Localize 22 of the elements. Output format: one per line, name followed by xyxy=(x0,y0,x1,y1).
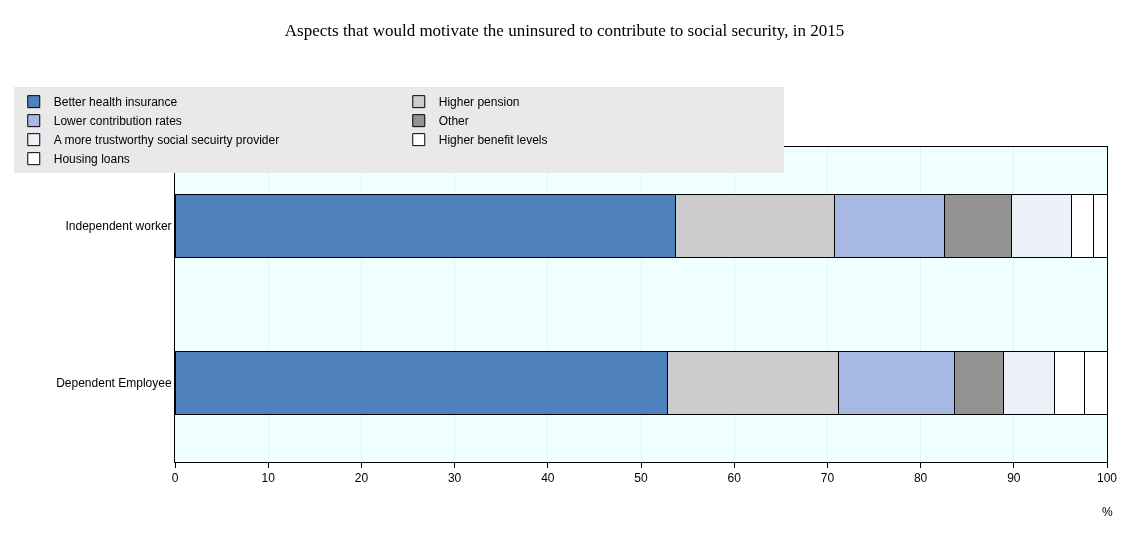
legend-label: Lower contribution rates xyxy=(53,114,182,129)
x-tick-label: 100 xyxy=(1096,471,1118,486)
legend-label: A more trustworthy social secuirty provider xyxy=(53,133,280,148)
x-tick-label: 60 xyxy=(727,471,742,486)
chart-title: Aspects that would motivate the uninsured to contribute to social security, in 2015 xyxy=(284,21,845,41)
x-tick-label: 70 xyxy=(820,471,835,486)
x-tick-label: 30 xyxy=(447,471,462,486)
legend-label: Other xyxy=(438,114,469,129)
x-tick-label: 0 xyxy=(171,471,179,486)
legend-label: Higher benefit levels xyxy=(438,133,548,148)
legend-label: Housing loans xyxy=(53,152,130,167)
x-tick-label: 20 xyxy=(354,471,369,486)
x-tick-label: 50 xyxy=(634,471,648,486)
legend-label: Higher pension xyxy=(438,95,520,110)
y-tick-label: Independent worker xyxy=(65,218,172,233)
y-tick-label: Dependent Employee xyxy=(56,376,172,391)
x-tick-label: 10 xyxy=(261,471,276,486)
x-tick-label: 90 xyxy=(1007,471,1021,486)
x-tick-label: 40 xyxy=(541,471,555,486)
x-axis-title: % xyxy=(1102,505,1113,519)
legend-label: Better health insurance xyxy=(53,95,178,110)
x-tick-label: 80 xyxy=(913,471,928,486)
